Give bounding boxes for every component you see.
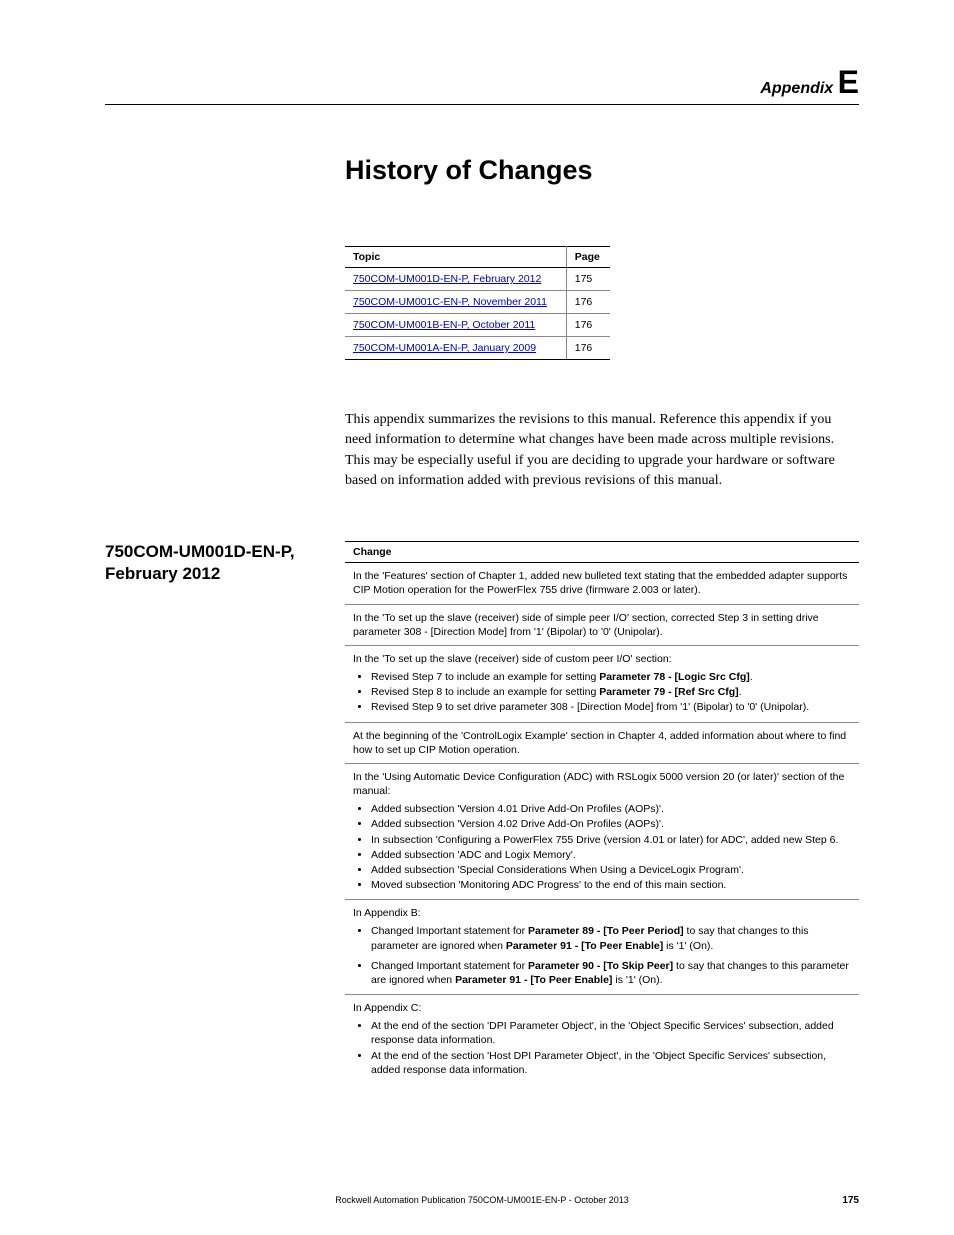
- change-lead: In the 'Using Automatic Device Configura…: [353, 770, 851, 798]
- topic-link[interactable]: 750COM-UM001B-EN-P, October 2011: [353, 319, 535, 331]
- change-lead: In the 'To set up the slave (receiver) s…: [353, 652, 851, 666]
- change-cell: In Appendix C: At the end of the section …: [345, 995, 859, 1084]
- change-list-item: Moved subsection 'Monitoring ADC Progres…: [371, 878, 851, 892]
- change-cell: At the beginning of the 'ControlLogix Ex…: [345, 722, 859, 763]
- change-cell: In Appendix B: Changed Important statemen…: [345, 900, 859, 995]
- change-list-item: Changed Important statement for Paramete…: [371, 924, 851, 952]
- change-row: In Appendix C: At the end of the section …: [345, 995, 859, 1084]
- change-list-item: At the end of the section 'DPI Parameter…: [371, 1019, 851, 1047]
- change-list: Changed Important statement for Paramete…: [353, 924, 851, 987]
- change-row: In the 'Features' section of Chapter 1, …: [345, 563, 859, 604]
- topic-row: 750COM-UM001D-EN-P, February 2012 175: [345, 268, 610, 291]
- topic-page: 176: [566, 337, 610, 360]
- change-cell: In the 'To set up the slave (receiver) s…: [345, 604, 859, 645]
- change-lead: In Appendix B:: [353, 906, 851, 920]
- change-list-item: Revised Step 9 to set drive parameter 30…: [371, 700, 851, 714]
- intro-paragraph: This appendix summarizes the revisions t…: [345, 410, 859, 491]
- change-list: At the end of the section 'DPI Parameter…: [353, 1019, 851, 1077]
- topic-link[interactable]: 750COM-UM001D-EN-P, February 2012: [353, 273, 541, 285]
- topic-page: 176: [566, 291, 610, 314]
- page-title: History of Changes: [345, 155, 859, 186]
- topic-header-topic: Topic: [345, 247, 566, 268]
- change-list-item: Added subsection 'Special Considerations…: [371, 863, 851, 877]
- change-table: Change In the 'Features' section of Chap…: [345, 541, 859, 1084]
- change-cell: In the 'Using Automatic Device Configura…: [345, 763, 859, 899]
- section-heading: 750COM-UM001D-EN-P, February 2012: [105, 541, 325, 1084]
- change-list-item: Added subsection 'ADC and Logix Memory'.: [371, 848, 851, 862]
- topic-row: 750COM-UM001C-EN-P, November 2011 176: [345, 291, 610, 314]
- change-row: At the beginning of the 'ControlLogix Ex…: [345, 722, 859, 763]
- appendix-header: Appendix E: [105, 80, 859, 105]
- page-number: 175: [842, 1195, 859, 1206]
- topic-row: 750COM-UM001B-EN-P, October 2011 176: [345, 314, 610, 337]
- appendix-letter: E: [838, 64, 859, 100]
- change-lead: In Appendix C:: [353, 1001, 851, 1015]
- topic-table: Topic Page 750COM-UM001D-EN-P, February …: [345, 246, 610, 360]
- change-list: Revised Step 7 to include an example for…: [353, 670, 851, 715]
- page-footer: Rockwell Automation Publication 750COM-U…: [105, 1195, 859, 1205]
- change-list-item: Changed Important statement for Paramete…: [371, 959, 851, 987]
- change-list: Added subsection 'Version 4.01 Drive Add…: [353, 802, 851, 892]
- change-list-item: Revised Step 7 to include an example for…: [371, 670, 851, 684]
- topic-page: 175: [566, 268, 610, 291]
- change-cell: In the 'To set up the slave (receiver) s…: [345, 645, 859, 722]
- footer-publication: Rockwell Automation Publication 750COM-U…: [335, 1195, 628, 1205]
- change-list-item: Revised Step 8 to include an example for…: [371, 685, 851, 699]
- topic-row: 750COM-UM001A-EN-P, January 2009 176: [345, 337, 610, 360]
- change-list-item: At the end of the section 'Host DPI Para…: [371, 1049, 851, 1077]
- topic-link[interactable]: 750COM-UM001A-EN-P, January 2009: [353, 342, 536, 354]
- change-row: In Appendix B: Changed Important statemen…: [345, 900, 859, 995]
- change-row: In the 'To set up the slave (receiver) s…: [345, 645, 859, 722]
- topic-header-page: Page: [566, 247, 610, 268]
- topic-page: 176: [566, 314, 610, 337]
- change-cell: In the 'Features' section of Chapter 1, …: [345, 563, 859, 604]
- change-list-item: Added subsection 'Version 4.02 Drive Add…: [371, 817, 851, 831]
- change-header: Change: [345, 542, 859, 563]
- appendix-label: Appendix: [760, 80, 833, 97]
- change-row: In the 'To set up the slave (receiver) s…: [345, 604, 859, 645]
- change-row: In the 'Using Automatic Device Configura…: [345, 763, 859, 899]
- change-list-item: Added subsection 'Version 4.01 Drive Add…: [371, 802, 851, 816]
- change-list-item: In subsection 'Configuring a PowerFlex 7…: [371, 833, 851, 847]
- topic-link[interactable]: 750COM-UM001C-EN-P, November 2011: [353, 296, 547, 308]
